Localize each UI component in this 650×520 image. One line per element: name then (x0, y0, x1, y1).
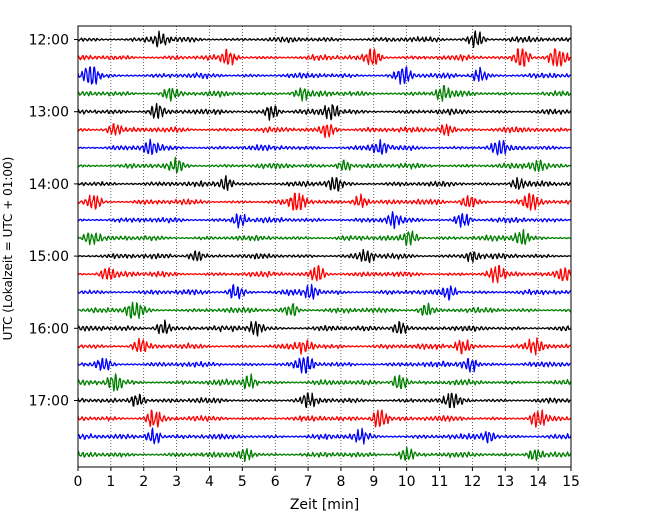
x-tick-label: 6 (271, 474, 280, 490)
y-tick-label: 16:00 (29, 321, 69, 337)
y-tick-label: 17:00 (29, 394, 69, 410)
x-tick-label: 9 (369, 474, 378, 490)
x-tick-label: 2 (139, 474, 148, 490)
trace-1215 (77, 48, 572, 67)
trace-1230 (77, 66, 572, 85)
y-tick-label: 14:00 (29, 177, 69, 193)
trace-1730 (77, 427, 572, 445)
trace-1200 (77, 30, 572, 49)
x-tick-label: 11 (431, 474, 449, 490)
x-tick-label: 13 (496, 474, 514, 490)
trace-1545 (77, 301, 572, 319)
trace-1615 (77, 337, 572, 356)
trace-1700 (77, 392, 572, 409)
x-axis-ticks: 0 1 2 3 4 5 6 7 8 9 10 11 12 13 14 15 (74, 467, 580, 490)
trace-1645 (77, 373, 572, 392)
y-tick-label: 15:00 (29, 249, 69, 265)
trace-1315 (77, 123, 572, 139)
x-tick-label: 4 (205, 474, 214, 490)
trace-1400 (77, 175, 572, 192)
trace-1715 (77, 409, 572, 428)
x-tick-label: 5 (238, 474, 247, 490)
x-tick-label: 8 (336, 474, 345, 490)
y-tick-label: 12:00 (29, 33, 69, 49)
trace-1515 (77, 265, 572, 284)
trace-1530 (77, 283, 572, 301)
y-axis-label: UTC (Lokalzeit = UTC + 01:00) (1, 157, 15, 341)
trace-1430 (77, 211, 572, 230)
trace-1330 (77, 138, 572, 156)
y-axis-ticks: 12:00 13:00 14:00 15:00 16:00 17:00 (29, 33, 78, 410)
trace-1345 (77, 156, 572, 174)
trace-1630 (77, 356, 572, 374)
y-tick-label: 13:00 (29, 105, 69, 121)
trace-1600 (77, 319, 572, 337)
x-tick-label: 7 (304, 474, 313, 490)
trace-1415 (77, 192, 572, 211)
trace-1300 (77, 102, 572, 121)
x-tick-label: 15 (562, 474, 580, 490)
x-tick-label: 14 (529, 474, 547, 490)
plot-frame (77, 25, 572, 468)
trace-1500 (77, 248, 572, 264)
x-tick-label: 3 (172, 474, 181, 490)
x-tick-label: 0 (74, 474, 83, 490)
x-tick-label: 10 (398, 474, 416, 490)
x-axis-label: Zeit [min] (290, 497, 359, 513)
trace-1745 (77, 446, 572, 463)
trace-1245 (77, 84, 572, 102)
trace-1445 (77, 228, 572, 246)
x-tick-label: 1 (106, 474, 115, 490)
x-tick-label: 12 (463, 474, 481, 490)
seismic-traces (77, 30, 572, 463)
